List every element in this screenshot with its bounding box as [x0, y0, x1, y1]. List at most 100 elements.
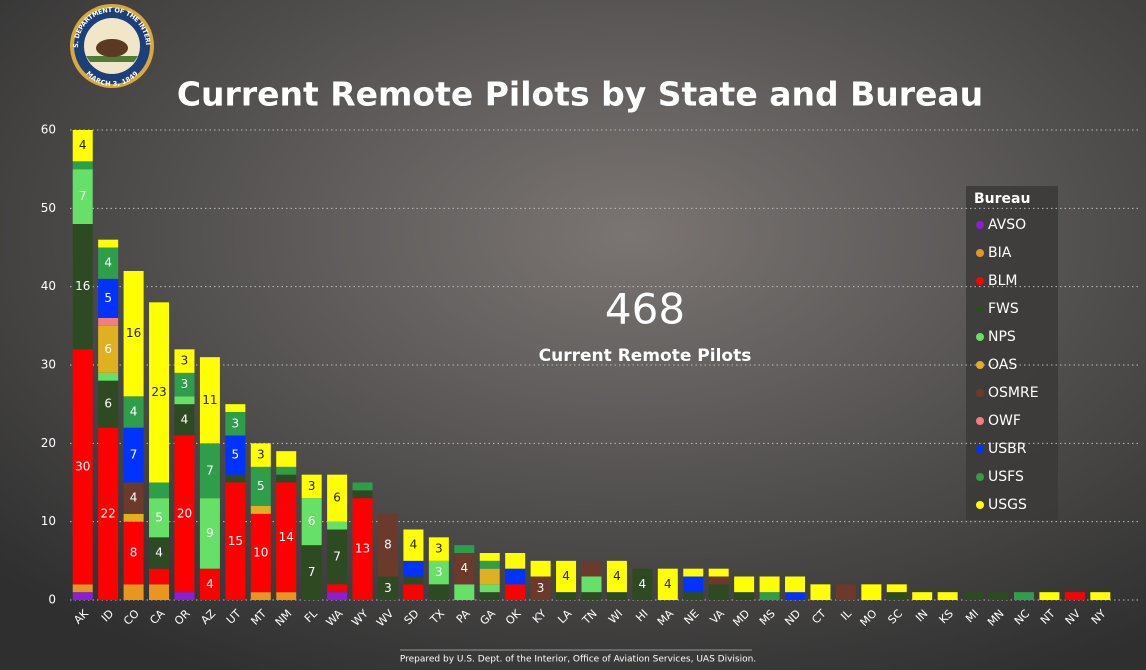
legend-label: USGS	[988, 497, 1027, 513]
bar-segment	[98, 278, 119, 318]
y-tick-label: 60	[41, 123, 56, 137]
bar-segment	[149, 498, 170, 538]
plot: 0102030405060301674AK226654ID847416CO452…	[41, 123, 1138, 629]
bar-segment	[657, 568, 678, 600]
data-label: 3	[435, 565, 443, 579]
bar-segment	[98, 372, 119, 381]
bar-segment	[250, 506, 271, 514]
bar-segment	[174, 404, 195, 436]
bar-segment	[250, 513, 271, 593]
data-label: 30	[75, 459, 90, 473]
bar-segment	[327, 584, 348, 593]
legend-marker	[976, 473, 984, 481]
bar-segment	[963, 592, 984, 600]
bar-segment	[72, 584, 93, 593]
bar-segment	[225, 474, 246, 483]
bar-segment	[123, 521, 144, 585]
bar-segment	[301, 474, 322, 499]
legend-label: OWF	[988, 413, 1021, 429]
legend-label: OSMRE	[988, 385, 1039, 401]
bar-segment	[174, 372, 195, 397]
data-label: 8	[384, 538, 392, 552]
data-label: 5	[155, 510, 163, 524]
data-label: 4	[130, 491, 138, 505]
bar-segment	[505, 568, 526, 585]
data-label: 7	[333, 549, 341, 563]
data-label: 3	[232, 416, 240, 430]
y-tick-label: 0	[48, 593, 56, 607]
legend-marker	[976, 417, 984, 425]
bar-segment	[72, 224, 93, 350]
data-label: 4	[562, 569, 570, 583]
bar-segment	[454, 545, 475, 553]
legend-label: OAS	[988, 357, 1017, 373]
bar-segment	[123, 482, 144, 514]
bar-segment	[556, 592, 577, 600]
bar-segment	[98, 247, 119, 279]
bar-segment	[683, 576, 704, 593]
bar-segment	[556, 560, 577, 593]
legend-label: USBR	[988, 441, 1027, 457]
bar-segment	[606, 560, 627, 593]
bar-segment	[123, 271, 144, 397]
bar-segment	[581, 560, 602, 577]
legend-label: NPS	[988, 329, 1016, 345]
bar-segment	[708, 576, 729, 585]
y-tick-label: 30	[41, 358, 56, 372]
data-label: 5	[232, 448, 240, 462]
data-label: 14	[279, 530, 294, 544]
bar-segment	[327, 529, 348, 585]
bar-segment	[606, 592, 627, 600]
legend-title: Bureau	[974, 191, 1030, 207]
bar-segment	[199, 568, 220, 600]
data-label: 6	[104, 342, 112, 356]
legend-marker	[976, 361, 984, 369]
legend-marker	[976, 333, 984, 341]
data-label: 15	[228, 534, 243, 548]
bar-segment	[250, 466, 271, 506]
bar-segment	[225, 412, 246, 436]
bar-segment	[199, 443, 220, 499]
bar-segment	[428, 584, 449, 600]
bar-segment	[581, 576, 602, 593]
bar-segment	[199, 357, 220, 444]
data-label: 10	[253, 546, 268, 560]
bar-segment	[276, 474, 297, 483]
bar-segment	[937, 592, 958, 600]
bar-segment	[225, 482, 246, 600]
data-label: 4	[79, 138, 87, 152]
bar-segment	[352, 498, 373, 600]
bar-segment	[327, 521, 348, 530]
bar-segment	[149, 537, 170, 569]
data-label: 4	[155, 546, 163, 560]
bar-segment	[301, 545, 322, 600]
bar-segment	[149, 568, 170, 585]
bar-segment	[174, 396, 195, 405]
bar-segment	[530, 576, 551, 600]
y-tick-label: 50	[41, 201, 56, 215]
data-label: 4	[104, 256, 112, 270]
data-label: 3	[257, 448, 265, 462]
bar-segment	[988, 592, 1009, 600]
y-tick-label: 10	[41, 514, 56, 528]
data-label: 3	[384, 581, 392, 595]
bar-segment	[149, 482, 170, 499]
bar-segment	[225, 404, 246, 412]
bar-segment	[149, 302, 170, 483]
bar-segment	[98, 318, 119, 326]
bar-segment	[505, 584, 526, 600]
legend-label: AVSO	[988, 217, 1026, 233]
data-label: 11	[202, 393, 217, 407]
bar-segment	[810, 584, 831, 600]
data-label: 3	[435, 542, 443, 556]
data-label: 7	[79, 189, 87, 203]
data-label: 5	[257, 479, 265, 493]
bar-segment	[530, 560, 551, 577]
bar-segment	[479, 553, 500, 561]
bar-segment	[785, 576, 806, 593]
bar-segment	[72, 130, 93, 162]
bar-segment	[123, 513, 144, 522]
data-label: 6	[308, 514, 316, 528]
legend-marker	[976, 221, 984, 229]
legend-marker	[976, 445, 984, 453]
